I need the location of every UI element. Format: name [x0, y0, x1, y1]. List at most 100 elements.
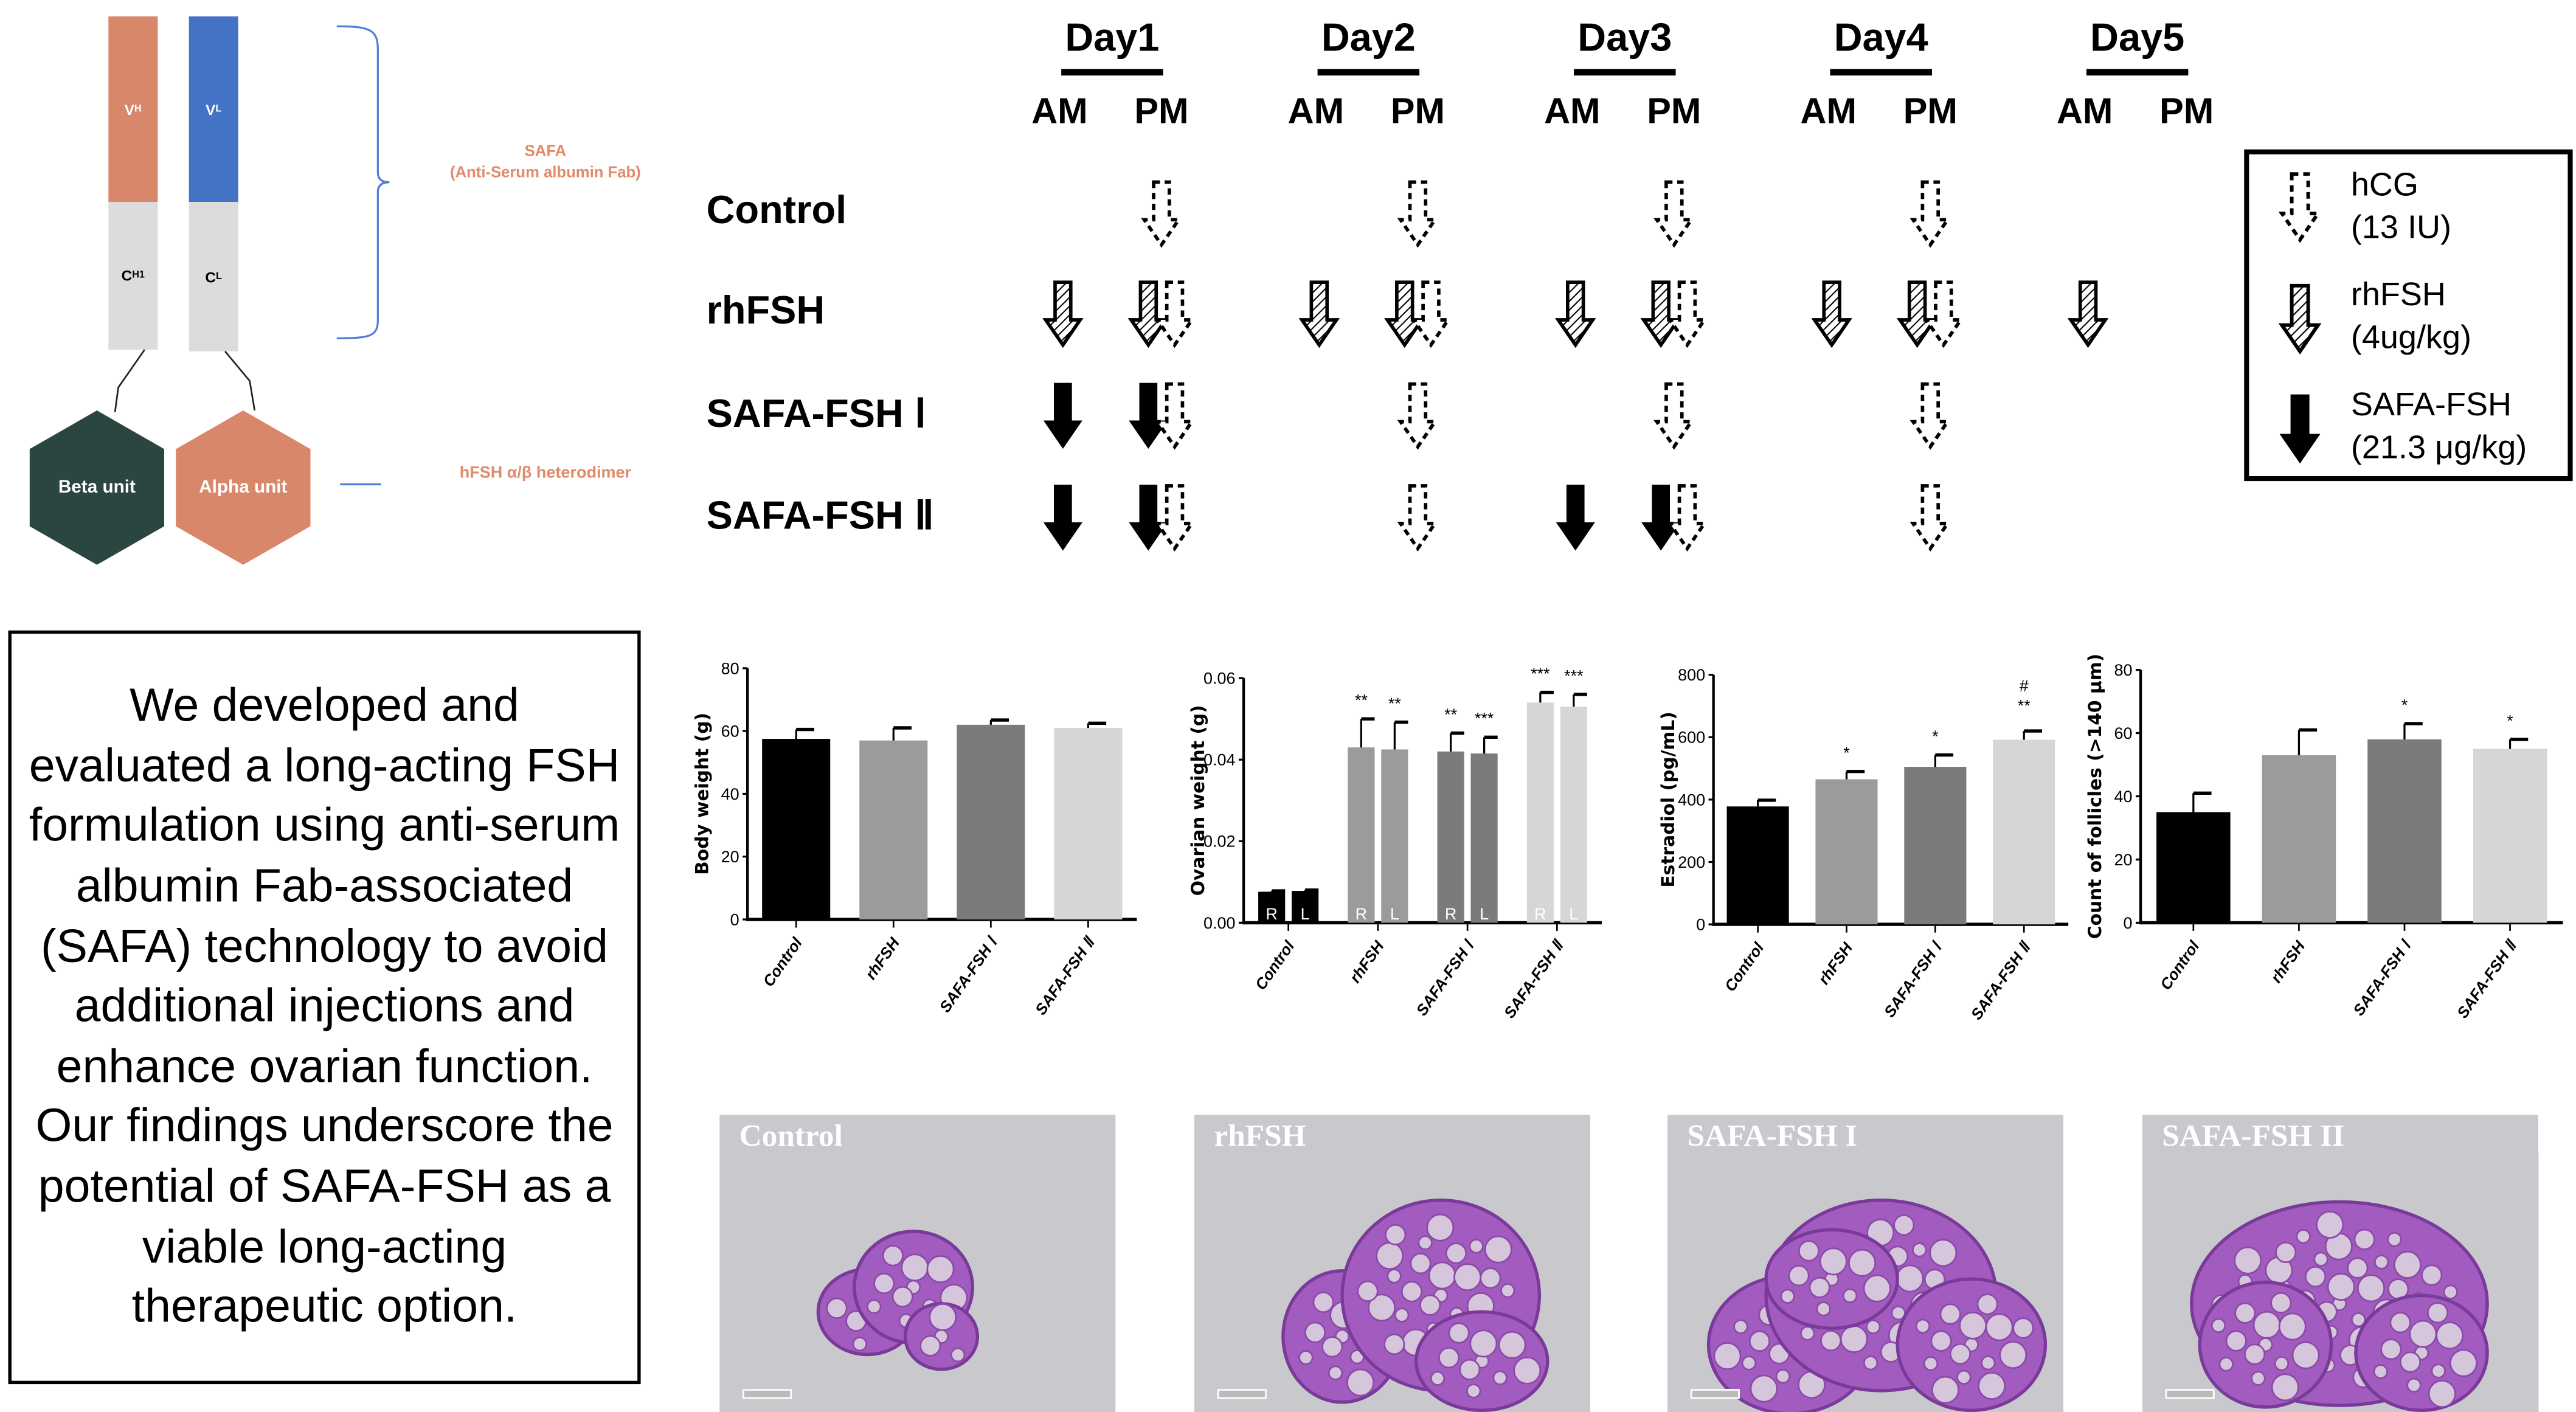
follicle [1816, 1301, 1831, 1317]
follicle [2393, 1250, 2422, 1279]
y-axis-label: Ovarian weight (g) [1188, 705, 1209, 896]
significance-label: *** [1531, 665, 1550, 683]
follicle [1500, 1283, 1515, 1298]
follicle [1459, 1358, 1481, 1380]
vl-sub: L [215, 104, 222, 114]
follicle [892, 1286, 913, 1308]
am-label: AM [1287, 90, 1345, 132]
hcg-dashed-arrow-icon [1922, 279, 1965, 348]
y-axis-label: Body weight (g) [691, 713, 713, 875]
x-tick-label: SAFA-FSH Ⅰ [1413, 936, 1478, 1019]
follicle [1492, 1370, 1508, 1385]
follicle [1893, 1214, 1915, 1236]
scale-bar [1690, 1389, 1740, 1399]
follicle [1448, 1322, 1470, 1344]
follicle [1430, 1371, 1446, 1386]
day-label: Day2 [1321, 16, 1416, 61]
safa-label: SAFA (Anti-Serum albumin Fab) [431, 141, 660, 184]
bar-side-label: R [1534, 905, 1546, 923]
follicle [2218, 1357, 2234, 1372]
histology-label: SAFA-FSH I [1687, 1120, 1858, 1155]
x-tick-label: SAFA-FSH Ⅱ [1032, 933, 1099, 1018]
rhfsh-hatched-arrow-icon [1554, 279, 1597, 348]
hcg-dashed-arrow-icon [1140, 179, 1183, 247]
follicle [2244, 1343, 2266, 1365]
legend-safa-dose: (21.3 μg/kg) [2350, 430, 2527, 466]
bar-side-label: L [1390, 905, 1399, 923]
schedule-row-label: Control [706, 189, 847, 234]
bar-side-label: L [1480, 905, 1489, 923]
follicle [1312, 1291, 1334, 1313]
follicle [2380, 1338, 2402, 1360]
follicle [2428, 1380, 2456, 1408]
bar [2367, 739, 2442, 923]
follicle [1798, 1240, 1820, 1262]
follicle [882, 1245, 904, 1267]
follicle [1848, 1248, 1877, 1277]
day-underline [1061, 69, 1163, 76]
follicle [1428, 1261, 1456, 1290]
y-axis-label: Count of follicles (>140 μm) [2085, 654, 2106, 939]
y-tick-label: 60 [2114, 724, 2132, 742]
follicle [1741, 1355, 1757, 1371]
follicle [1328, 1365, 1343, 1380]
y-tick-label: 0.00 [1203, 914, 1236, 932]
follicle [1304, 1321, 1326, 1343]
follicle [1780, 1289, 1795, 1304]
follicle [852, 1337, 868, 1352]
follicle [1394, 1307, 1410, 1323]
follicle [1809, 1276, 1830, 1298]
ovary-section [1281, 1199, 1549, 1412]
follicle [1999, 1341, 2027, 1369]
follicle [1912, 1242, 1927, 1258]
bar [1437, 751, 1464, 923]
follicle [2389, 1312, 2411, 1334]
legend-rhfsh-name: rhFSH [2350, 277, 2446, 314]
follicle [2387, 1232, 2402, 1247]
bar [2262, 755, 2336, 923]
x-tick-label: rhFSH [862, 935, 903, 983]
follicle [1357, 1280, 1379, 1302]
x-tick-label: rhFSH [2268, 938, 2308, 986]
chart-0: Body weight (g) 0 20 40 60 80 Control rhFSH SAFA… [691, 659, 1137, 1018]
legend-safa: SAFA-FSH (21.3 μg/kg) [2351, 384, 2576, 469]
safa-fsh-solid-arrow-icon [1042, 381, 1084, 449]
histology-image: SAFA-FSH II [2142, 1115, 2538, 1412]
follicle [1298, 1350, 1314, 1365]
follicle [2327, 1273, 2355, 1301]
pm-label: PM [1390, 90, 1445, 132]
follicle [1513, 1356, 1542, 1385]
bar [1348, 747, 1375, 923]
rhfsh-hatched-arrow-icon [1042, 279, 1084, 348]
follicle [1466, 1383, 1481, 1399]
legend-rhfsh-dose: (4ug/kg) [2350, 320, 2472, 356]
histology-image: Control [719, 1115, 1116, 1412]
follicle [1863, 1355, 1878, 1371]
follicle [2406, 1377, 2422, 1393]
follicle [1368, 1293, 1396, 1322]
follicle [950, 1347, 966, 1363]
x-tick-label: SAFA-FSH Ⅱ [1501, 936, 1568, 1022]
histology-image: SAFA-FSH I [1667, 1115, 2064, 1412]
follicle [1733, 1319, 1748, 1334]
bar [1381, 749, 1408, 923]
follicle [1410, 1253, 1432, 1275]
rhfsh-hatched-arrow-icon [1810, 279, 1853, 348]
follicle [1939, 1303, 1961, 1325]
vh-label: V [124, 101, 135, 118]
x-tick-label: SAFA-FSH Ⅱ [2454, 936, 2521, 1022]
pm-label: PM [1134, 90, 1189, 132]
x-tick-label: Control [760, 934, 806, 989]
follicle [1929, 1239, 1958, 1267]
bar [2156, 812, 2231, 923]
follicle [1376, 1242, 1404, 1270]
day-underline [2086, 69, 2189, 76]
follicle [2296, 1229, 2311, 1244]
am-label: AM [1031, 90, 1088, 132]
day-label: Day5 [2090, 16, 2185, 61]
follicle [1387, 1268, 1402, 1284]
chart-3: Count of follicles (>140 μm) 0 20 40 60 80 Con… [2085, 654, 2563, 1022]
significance-label: * [1843, 744, 1850, 762]
